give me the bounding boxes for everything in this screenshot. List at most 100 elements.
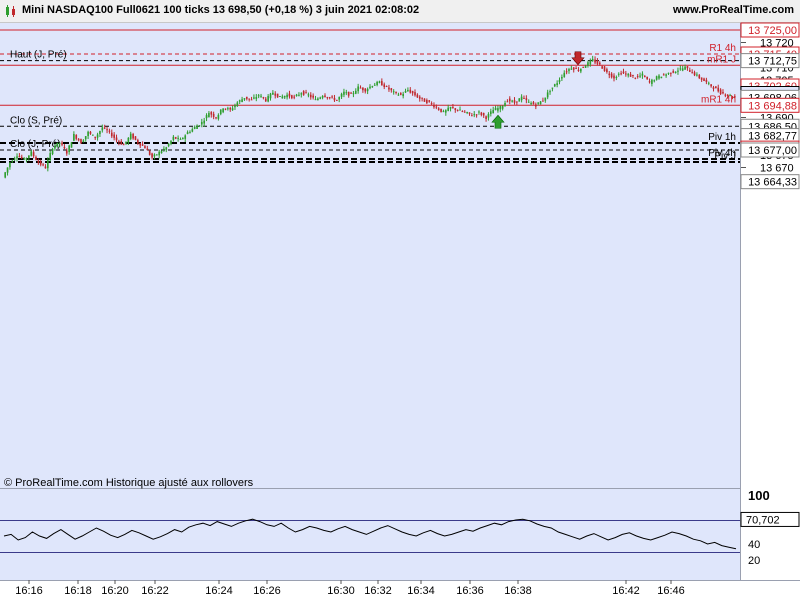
candle[interactable] [435,104,438,110]
candle[interactable] [399,92,402,96]
candle[interactable] [269,92,272,101]
candle[interactable] [9,161,11,170]
candle[interactable] [253,94,255,100]
candle[interactable] [151,152,153,160]
candle[interactable] [212,111,215,120]
candle[interactable] [378,80,381,84]
candle[interactable] [215,116,217,120]
candle[interactable] [594,56,596,65]
candle[interactable] [456,109,459,112]
candle[interactable] [260,93,262,98]
candle[interactable] [454,107,457,113]
candle[interactable] [433,102,435,109]
candle[interactable] [653,79,656,83]
candle[interactable] [198,125,201,127]
candle[interactable] [279,95,281,98]
candle[interactable] [139,142,142,148]
candle[interactable] [537,102,540,106]
candle[interactable] [404,88,407,93]
candle[interactable] [463,110,466,113]
candle[interactable] [146,145,149,151]
candle[interactable] [255,94,258,102]
candle[interactable] [155,154,158,156]
candle[interactable] [390,87,393,93]
candle[interactable] [480,111,483,117]
candle[interactable] [319,96,322,100]
candle[interactable] [516,101,518,106]
candle[interactable] [177,135,179,142]
candle[interactable] [73,131,75,142]
candle[interactable] [283,95,286,100]
price-axis[interactable] [740,23,800,580]
candle[interactable] [684,64,686,70]
candle[interactable] [158,149,160,159]
candle[interactable] [665,73,667,78]
candle[interactable] [108,128,111,134]
candle[interactable] [250,96,253,101]
candle[interactable] [449,106,452,112]
oscillator-line[interactable] [3,518,737,550]
candle[interactable] [388,84,390,92]
candle[interactable] [591,55,594,62]
buy-arrow-icon[interactable] [491,114,505,129]
candle[interactable] [667,72,670,75]
candle[interactable] [331,95,333,99]
candle[interactable] [575,66,577,70]
candle[interactable] [655,75,658,81]
candle[interactable] [20,154,23,160]
candle[interactable] [312,93,314,100]
candle[interactable] [80,138,82,144]
candle[interactable] [172,135,175,142]
candle[interactable] [539,101,542,105]
candle[interactable] [25,157,28,163]
candle[interactable] [629,71,632,77]
candle[interactable] [326,96,329,100]
candle[interactable] [309,92,312,100]
candle[interactable] [710,84,712,88]
candle[interactable] [92,134,94,136]
candle[interactable] [416,93,419,98]
candle[interactable] [715,86,717,89]
candle[interactable] [290,94,293,100]
candle[interactable] [44,164,47,169]
candle[interactable] [99,130,101,138]
candle[interactable] [298,92,300,97]
candle[interactable] [499,105,502,113]
candle[interactable] [61,140,63,147]
candle[interactable] [179,137,182,140]
candle[interactable] [383,82,386,90]
candle[interactable] [672,69,675,74]
candle[interactable] [662,73,665,76]
candle[interactable] [568,67,570,74]
candle[interactable] [603,66,606,72]
candle[interactable] [397,92,400,96]
candle[interactable] [96,132,99,141]
candle[interactable] [364,87,367,94]
candle[interactable] [407,87,409,92]
candle[interactable] [392,89,395,95]
indicator-panel[interactable] [0,489,740,580]
candle[interactable] [712,85,715,92]
candle[interactable] [561,74,563,82]
candle[interactable] [373,82,376,86]
candle[interactable] [492,106,495,114]
candle[interactable] [606,67,608,74]
candle[interactable] [13,156,16,162]
candle[interactable] [418,95,421,102]
candle[interactable] [584,64,587,69]
candle[interactable] [354,88,357,95]
candle[interactable] [110,129,113,139]
candle[interactable] [347,91,350,98]
candle[interactable] [733,94,736,99]
candle[interactable] [359,85,362,89]
candle[interactable] [570,65,573,70]
candle[interactable] [558,77,561,85]
candle[interactable] [703,77,705,82]
candle[interactable] [511,99,513,103]
candle[interactable] [113,132,115,141]
sell-arrow-icon[interactable] [571,51,585,66]
candle[interactable] [18,153,21,158]
candle[interactable] [686,66,689,71]
candle[interactable] [681,65,684,72]
candle[interactable] [632,74,634,79]
